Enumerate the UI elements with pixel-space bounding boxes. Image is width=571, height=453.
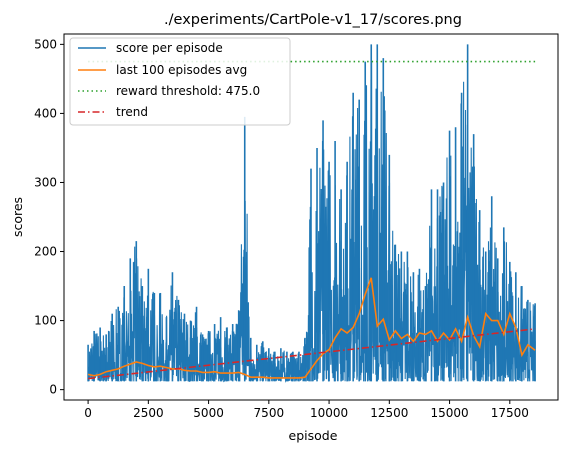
x-tick-label: 15000 bbox=[430, 406, 468, 420]
legend-label-trend: trend bbox=[116, 105, 148, 119]
y-tick-label: 300 bbox=[34, 175, 57, 189]
x-tick-label: 0 bbox=[84, 406, 92, 420]
legend-label-score: score per episode bbox=[116, 41, 223, 55]
x-tick-label: 17500 bbox=[491, 406, 529, 420]
y-tick-label: 200 bbox=[34, 245, 57, 259]
chart-title: ./experiments/CartPole-v1_17/scores.png bbox=[164, 12, 462, 28]
series-trend bbox=[88, 328, 536, 380]
legend-box bbox=[69, 37, 291, 126]
x-tick-label: 5000 bbox=[193, 406, 224, 420]
legend: score per episode last 100 episodes avg … bbox=[69, 37, 291, 126]
x-tick-label: 2500 bbox=[133, 406, 164, 420]
legend-label-avg: last 100 episodes avg bbox=[116, 63, 247, 77]
y-tick-label: 400 bbox=[34, 106, 57, 120]
x-axis-label: episode bbox=[289, 428, 338, 443]
x-tick-label: 7500 bbox=[254, 406, 285, 420]
y-tick-label: 0 bbox=[49, 383, 57, 397]
plot-frame bbox=[63, 33, 559, 401]
x-axis: 0 2500 5000 7500 10000 12500 15000 17500 bbox=[84, 400, 529, 420]
y-axis: 0 100 200 300 400 500 bbox=[34, 37, 64, 397]
plot-area bbox=[87, 44, 536, 383]
x-tick-label: 10000 bbox=[310, 406, 348, 420]
y-tick-label: 500 bbox=[34, 37, 57, 51]
x-tick-label: 12500 bbox=[370, 406, 408, 420]
legend-label-threshold: reward threshold: 475.0 bbox=[116, 84, 260, 98]
y-axis-label: scores bbox=[10, 197, 25, 237]
y-tick-label: 100 bbox=[34, 314, 57, 328]
